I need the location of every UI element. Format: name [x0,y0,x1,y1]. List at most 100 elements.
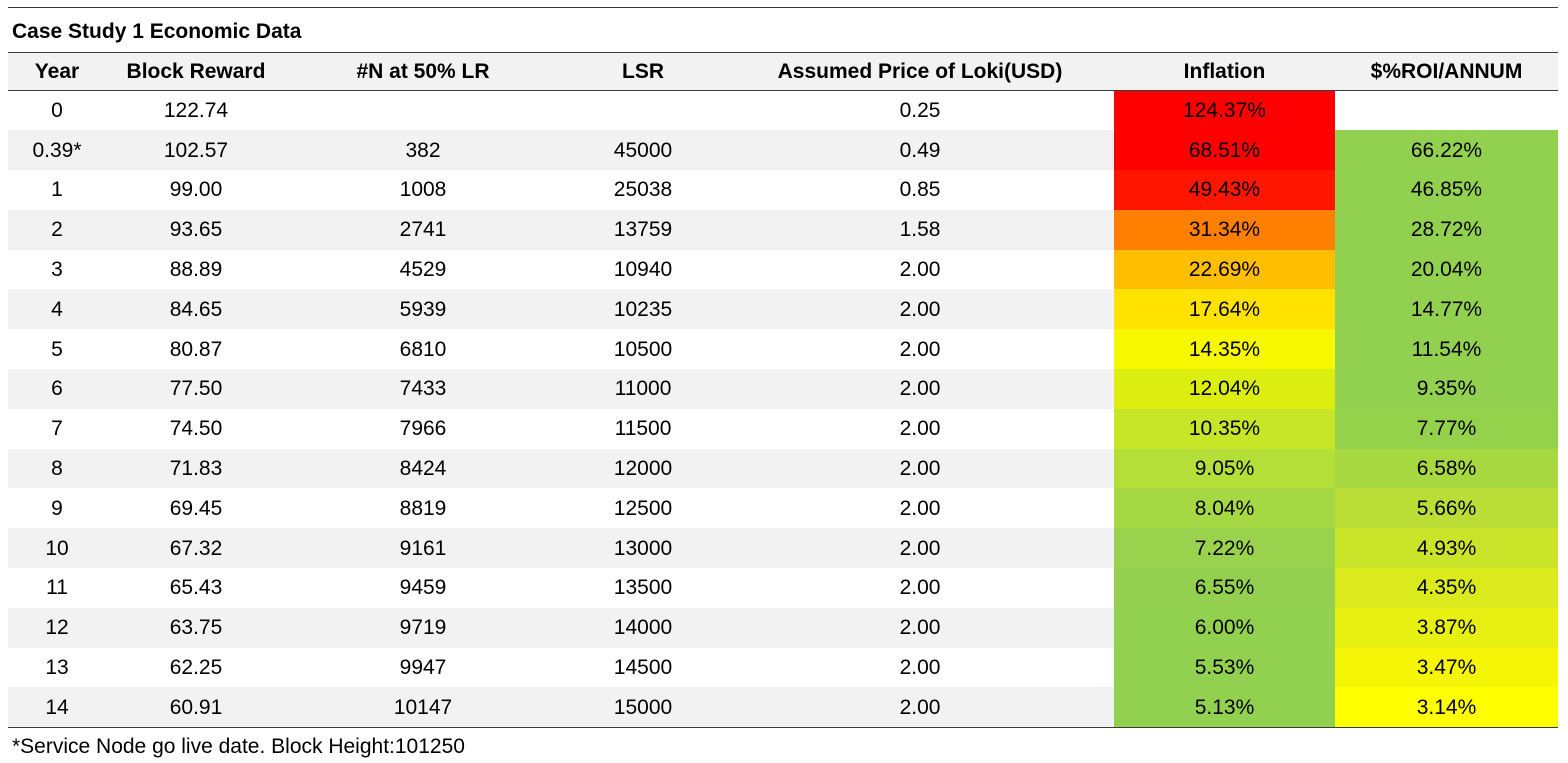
cell-n-at-50-lr: 6810 [399,337,447,361]
cell-roi: 66.22% [1335,130,1558,171]
table-body: 0 122.74 0.25 124.37% 0.39* 102.57 382 45000 0.4… [8,90,1558,728]
cell-lsr: 25038 [613,178,673,202]
cell-price: 2.00 [726,687,1114,728]
cell-roi: 3.87% [1335,607,1558,648]
cell-roi: 6.58% [1335,448,1558,489]
cell-block-reward: 99.00 [169,178,223,202]
cell-n-at-50-lr: 10147 [286,687,560,728]
top-rule [8,7,1558,8]
cell-inflation: 31.34% [1114,209,1335,250]
table-title: Case Study 1 Economic Data [12,20,302,43]
cell-lsr: 13500 [613,576,673,600]
cell-year: 3 [51,258,63,282]
cell-price: 2.00 [899,656,941,680]
cell-lsr [560,91,726,131]
cell-roi: 11.54% [1335,329,1558,370]
cell-year: 11 [46,576,68,600]
cell-roi: 3.47% [1335,647,1558,688]
cell-roi: 9.35% [1335,369,1558,409]
column-header-roi: $%ROI/ANNUM [1370,60,1523,83]
cell-inflation: 124.37% [1114,90,1335,131]
cell-n-at-50-lr: 382 [286,130,560,171]
cell-n-at-50-lr: 8819 [399,496,447,520]
cell-inflation: 6.00% [1114,607,1335,648]
cell-roi [1335,91,1558,131]
cell-inflation: 49.43% [1114,170,1335,210]
cell-lsr: 13759 [560,209,726,250]
cell-block-reward: 84.65 [106,289,286,330]
cell-price: 2.00 [899,337,941,361]
cell-lsr: 45000 [560,130,726,171]
cell-lsr: 10500 [613,337,673,361]
table-row: 11 65.43 9459 13500 2.00 6.55% 4.35% [8,568,1558,608]
cell-block-reward: 65.43 [169,576,223,600]
cell-price: 2.00 [726,528,1114,569]
cell-block-reward: 77.50 [106,369,286,409]
cell-inflation: 5.13% [1114,687,1335,728]
cell-roi: 46.85% [1335,170,1558,210]
cell-year: 6 [8,369,106,409]
cell-lsr: 11000 [560,369,726,409]
cell-n-at-50-lr: 5939 [286,289,560,330]
table-row: 13 62.25 9947 14500 2.00 5.53% 3.47% [8,647,1558,688]
cell-year: 12 [8,607,106,648]
cell-year: 7 [51,417,63,441]
cell-block-reward: 122.74 [163,99,229,123]
cell-block-reward: 74.50 [169,417,223,441]
table-row: 14 60.91 10147 15000 2.00 5.13% 3.14% [8,687,1558,728]
column-header-lsr: LSR [622,60,664,83]
table-row: 6 77.50 7433 11000 2.00 12.04% 9.35% [8,369,1558,409]
cell-roi: 20.04% [1335,249,1558,290]
cell-inflation: 6.55% [1114,568,1335,608]
cell-roi: 28.72% [1335,209,1558,250]
cell-year: 9 [51,496,63,520]
cell-block-reward: 88.89 [169,258,223,282]
cell-block-reward: 63.75 [106,607,286,648]
cell-block-reward: 71.83 [106,448,286,489]
cell-year: 2 [8,209,106,250]
cell-inflation: 9.05% [1114,448,1335,489]
header-row: Year Block Reward #N at 50% LR LSR Assum… [8,52,1558,91]
column-header-block-reward: Block Reward [126,60,266,83]
cell-n-at-50-lr: 9947 [399,656,447,680]
cell-year: 10 [8,528,106,569]
cell-block-reward: 80.87 [169,337,223,361]
table-row: 2 93.65 2741 13759 1.58 31.34% 28.72% [8,209,1558,250]
table-row: 7 74.50 7966 11500 2.00 10.35% 7.77% [8,408,1558,449]
cell-block-reward: 60.91 [106,687,286,728]
cell-lsr: 11500 [614,417,672,441]
cell-block-reward: 93.65 [106,209,286,250]
cell-inflation: 5.53% [1114,647,1335,688]
cell-roi: 5.66% [1335,488,1558,529]
cell-n-at-50-lr: 7433 [286,369,560,409]
cell-year: 0 [51,99,63,123]
cell-lsr: 13000 [560,528,726,569]
cell-inflation: 8.04% [1114,488,1335,529]
cell-inflation: 10.35% [1114,408,1335,449]
cell-roi: 4.35% [1335,568,1558,608]
cell-n-at-50-lr: 8424 [286,448,560,489]
cell-lsr: 10235 [560,289,726,330]
table-row: 10 67.32 9161 13000 2.00 7.22% 4.93% [8,528,1558,569]
cell-price: 2.00 [899,258,941,282]
cell-inflation: 17.64% [1114,289,1335,330]
cell-inflation: 7.22% [1114,528,1335,569]
cell-price: 2.00 [899,576,941,600]
column-header-inflation: Inflation [1183,60,1266,83]
table-row: 0.39* 102.57 382 45000 0.49 68.51% 66.22% [8,130,1558,171]
cell-price: 2.00 [726,607,1114,648]
table-row: 5 80.87 6810 10500 2.00 14.35% 11.54% [8,329,1558,370]
cell-n-at-50-lr [286,91,560,131]
cell-lsr: 12000 [560,448,726,489]
cell-n-at-50-lr: 7966 [399,417,447,441]
cell-inflation: 14.35% [1114,329,1335,370]
footnote: *Service Node go live date. Block Height… [12,735,465,758]
table-row: 1 99.00 1008 25038 0.85 49.43% 46.85% [8,170,1558,210]
cell-n-at-50-lr: 4529 [399,258,447,282]
column-header-year: Year [34,60,80,83]
table-row: 12 63.75 9719 14000 2.00 6.00% 3.87% [8,607,1558,648]
cell-year: 0.39* [8,130,106,171]
cell-price: 2.00 [726,369,1114,409]
cell-n-at-50-lr: 9161 [286,528,560,569]
cell-lsr: 12500 [613,496,673,520]
